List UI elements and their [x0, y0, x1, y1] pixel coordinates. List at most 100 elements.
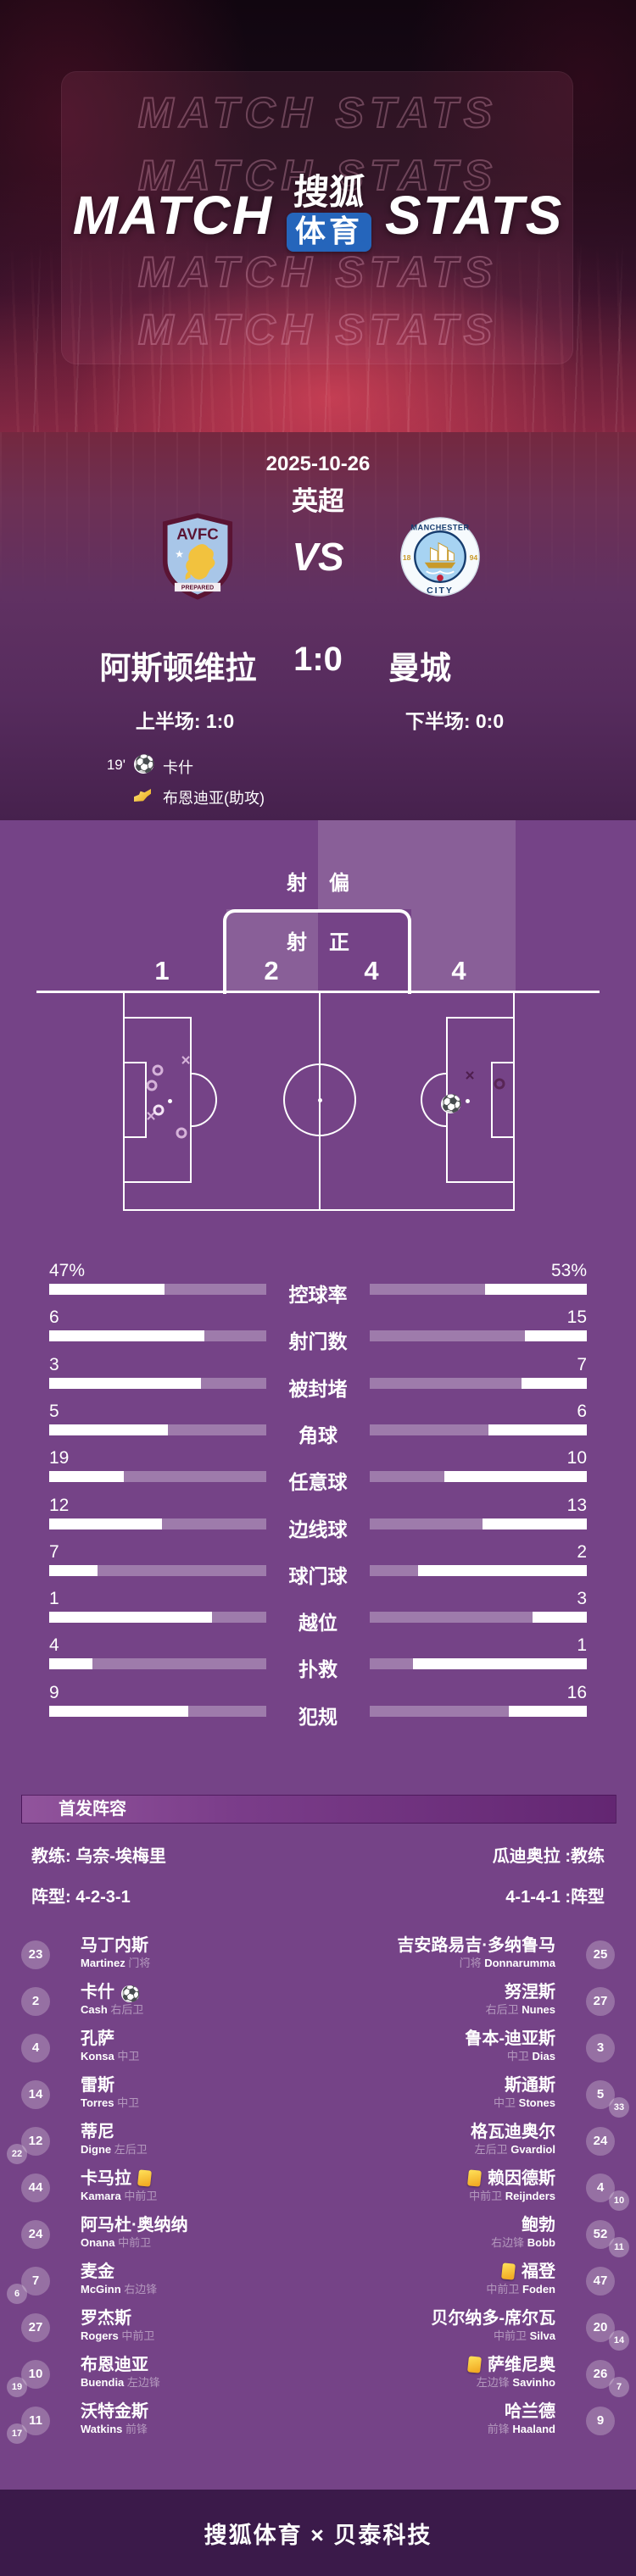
- away-stat-value: 13: [566, 1495, 587, 1515]
- bar-segment: [508, 1705, 587, 1717]
- bar-segment: [49, 1330, 204, 1342]
- watermark-text: MATCH STATS: [137, 305, 499, 354]
- player-name-latin: Donnarumma: [484, 1957, 555, 1969]
- shot-overlay-goal-right: [411, 909, 516, 991]
- player-name-zh: 孔萨: [81, 2029, 114, 2048]
- shot-marker-o: [494, 1078, 505, 1090]
- away-stat-value: 53%: [550, 1261, 587, 1280]
- player-name-en: 左边锋 Savinho: [477, 2373, 555, 2390]
- home-team-name: 阿斯顿维拉: [99, 651, 257, 686]
- player-name-zh: 萨维尼奥: [467, 2351, 555, 2375]
- away-stat-value: 2: [577, 1541, 587, 1562]
- stat-label: 犯规: [298, 1705, 338, 1728]
- player-name-zh: 马丁内斯: [81, 1936, 148, 1955]
- away-stat-bar: [370, 1705, 587, 1717]
- svg-text:★: ★: [175, 548, 184, 560]
- substitute-number-badge: 33: [609, 2097, 629, 2118]
- svg-text:CITY: CITY: [427, 586, 454, 596]
- bar-segment: [49, 1705, 188, 1717]
- bar-segment: [204, 1330, 266, 1342]
- player-number-badge: 10: [21, 2360, 50, 2389]
- player-name-en: Kamara 中前卫: [81, 2187, 157, 2203]
- bar-segment: [49, 1424, 168, 1435]
- stat-label: 角球: [298, 1424, 338, 1446]
- player-position: 中前卫: [118, 2236, 152, 2249]
- shot-marker-o: [153, 1104, 165, 1116]
- away-shots-on-value: 4: [364, 956, 379, 985]
- player-position: 中前卫: [469, 2190, 503, 2202]
- player-number-badge: 3: [586, 2034, 615, 2062]
- player-position: 左后卫: [114, 2143, 148, 2156]
- shot-overlay-goal-left: [226, 909, 318, 991]
- player-name-zh: 贝尔纳多-席尔瓦: [431, 2309, 555, 2328]
- player-name-latin: Martinez: [81, 1957, 126, 1969]
- away-stat-bar: [370, 1377, 587, 1389]
- player-position: 前锋: [125, 2423, 148, 2435]
- player-name-en: 门将 Donnarumma: [460, 1954, 555, 1970]
- stat-label: 射门数: [288, 1330, 348, 1353]
- bar-segment: [49, 1612, 212, 1624]
- player-position: 中前卫: [486, 2283, 520, 2296]
- watermark-text: MATCH STATS: [137, 88, 499, 137]
- player-name-latin: Onana: [81, 2236, 115, 2249]
- player-name-zh: 努涅斯: [505, 1983, 555, 2001]
- event-player-name: 卡什: [163, 759, 193, 776]
- shot-marker-o: [152, 1064, 164, 1076]
- away-stat-bar: [370, 1612, 587, 1624]
- yellow-card-icon: [137, 2169, 152, 2187]
- player-position: 中卫: [117, 2050, 140, 2062]
- player-number-badge: 4: [21, 2034, 50, 2062]
- bar-segment: [370, 1471, 445, 1483]
- player-position: 中前卫: [124, 2190, 158, 2202]
- player-name-latin: Konsa: [81, 2050, 114, 2062]
- svg-text:18: 18: [403, 553, 411, 562]
- bar-segment: [370, 1518, 483, 1530]
- player-position: 前锋: [487, 2423, 510, 2435]
- home-stat-bar: [49, 1518, 266, 1530]
- shot-marker-o: [146, 1080, 158, 1091]
- player-name-zh: 蒂尼: [81, 2123, 114, 2141]
- player-position: 右边锋: [491, 2236, 525, 2249]
- bar-segment: [49, 1564, 98, 1576]
- away-stat-value: 10: [566, 1448, 587, 1468]
- league-name: 英超: [292, 486, 344, 516]
- player-name-en: 右后卫 Nunes: [486, 2001, 555, 2017]
- pitch-center-spot: [318, 1098, 322, 1102]
- stat-label: 任意球: [288, 1471, 348, 1494]
- player-position: 左后卫: [474, 2143, 508, 2156]
- bar-segment: [370, 1377, 522, 1389]
- away-stat-bar: [370, 1518, 587, 1530]
- player-number-badge: 2: [21, 1987, 50, 2016]
- substitute-number-badge: 22: [7, 2144, 27, 2164]
- player-number-badge: 27: [21, 2313, 50, 2342]
- home-stat-bar: [49, 1424, 266, 1435]
- away-stat-bar: [370, 1284, 587, 1295]
- player-name-latin: Gvardiol: [510, 2143, 555, 2156]
- man-city-crest: MANCHESTER CITY 18 94: [400, 517, 480, 597]
- goal-baseline: [36, 991, 600, 993]
- bar-segment: [370, 1612, 533, 1624]
- goal-area-right: [491, 1062, 515, 1138]
- substitute-number-badge: 7: [609, 2377, 629, 2397]
- player-name-zh: 麦金: [81, 2262, 114, 2281]
- footer-credit: 搜狐体育 × 贝泰科技: [204, 2522, 432, 2548]
- player-number-badge: 23: [21, 1940, 50, 1969]
- bar-segment: [484, 1284, 587, 1295]
- event-player-name: 布恩迪亚(助攻): [163, 790, 265, 807]
- player-name-en: 中前卫 Silva: [494, 2327, 555, 2343]
- bar-segment: [370, 1424, 488, 1435]
- away-stat-bar: [370, 1658, 587, 1670]
- stat-label: 被封堵: [288, 1377, 348, 1400]
- substitute-number-badge: 14: [609, 2330, 629, 2351]
- player-name-zh: 卡什 ⚽: [81, 1983, 141, 2002]
- player-name-latin: Rogers: [81, 2329, 119, 2342]
- player-name-en: Martinez 门将: [81, 1954, 150, 1970]
- match-info-section: 2025-10-26 英超 AVFC ★ PREPARED VS MANCHES…: [0, 432, 636, 820]
- player-position: 右后卫: [110, 2003, 144, 2016]
- assist-boot-icon: [134, 789, 151, 802]
- home-stat-value: 5: [49, 1401, 59, 1421]
- player-number-badge: 5: [586, 2080, 615, 2109]
- home-stat-value: 1: [49, 1589, 59, 1609]
- player-name-latin: Dias: [532, 2050, 555, 2062]
- player-name-zh: 阿马杜·奥纳纳: [81, 2216, 188, 2235]
